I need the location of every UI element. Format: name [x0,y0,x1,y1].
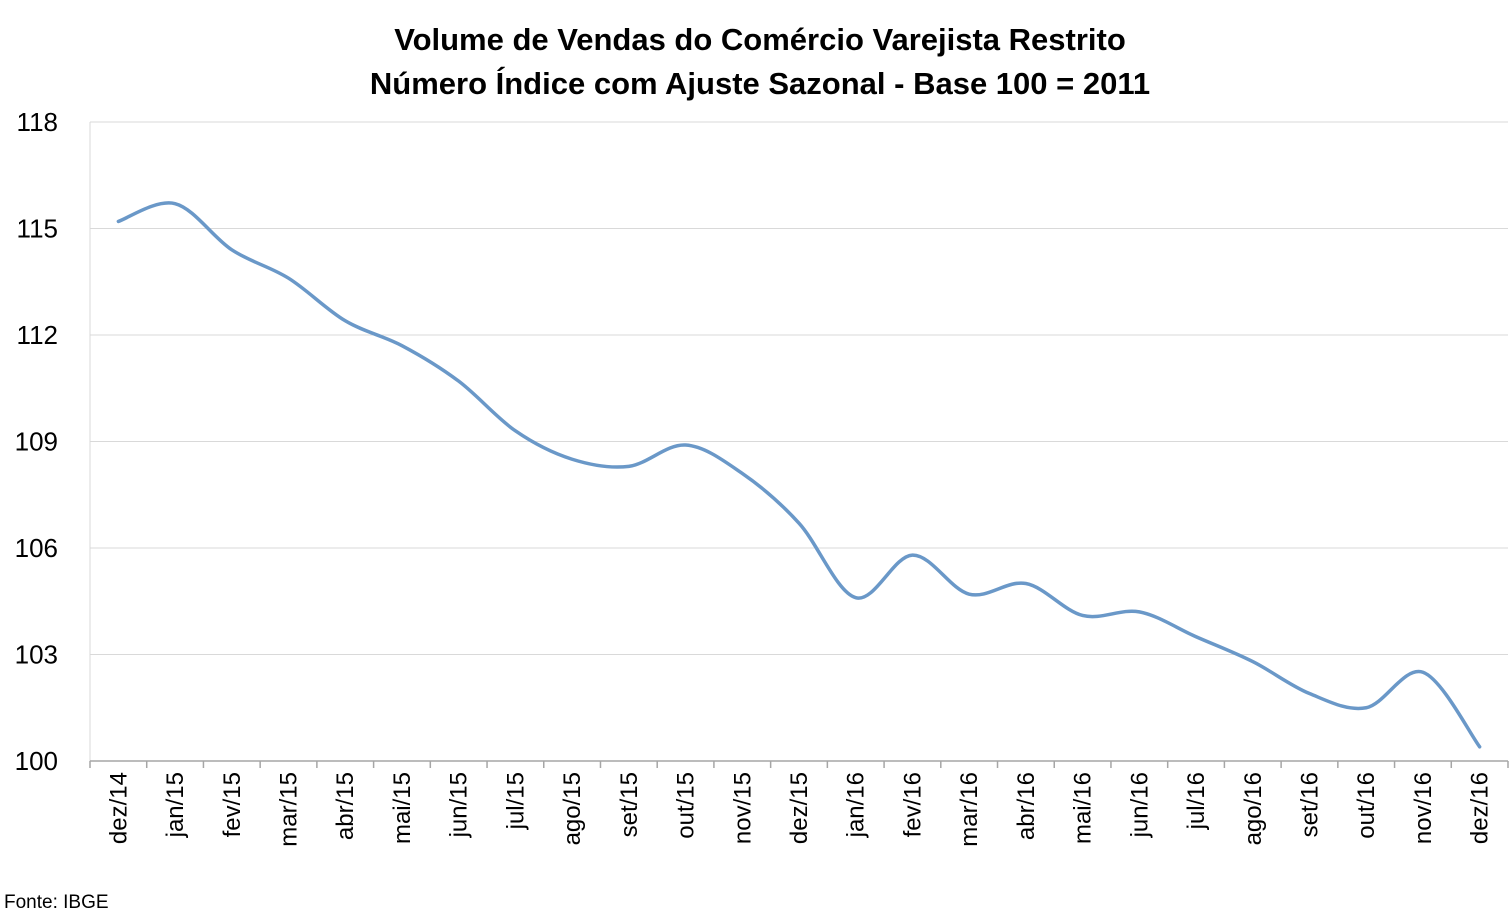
x-tick-label: nov/16 [1410,772,1437,844]
x-tick-label: jun/16 [1126,772,1153,838]
chart-subtitle: Número Índice com Ajuste Sazonal - Base … [369,66,1151,101]
x-tick-label: dez/16 [1467,772,1494,844]
x-tick-label: jan/16 [843,772,870,838]
x-tick-label: nov/15 [729,772,756,844]
y-tick-label: 109 [15,427,58,457]
x-tick-label: jan/15 [162,772,189,838]
x-tick-label: dez/14 [105,772,132,844]
x-tick-label: set/15 [616,772,643,837]
x-tick-label: ago/16 [1240,772,1267,845]
source-note: Fonte: IBGE [4,892,109,913]
x-tick-label: abr/15 [332,772,359,840]
series-group [116,201,1482,749]
x-tick-label: out/16 [1353,772,1380,839]
y-tick-label: 118 [17,107,58,137]
x-tick-label: mai/16 [1070,772,1097,844]
y-tick-label: 106 [15,533,58,563]
series-line [116,201,1482,749]
chart-title: Volume de Vendas do Comércio Varejista R… [394,22,1126,57]
x-tick-label: dez/15 [786,772,813,844]
x-tick-label: out/15 [673,772,700,839]
y-tick-label: 112 [17,320,58,350]
x-tick-label: jul/15 [502,772,529,830]
x-axis [89,760,1509,768]
x-tick-label: jul/16 [1183,772,1210,830]
y-tick-label: 100 [15,746,58,776]
x-tick-label: set/16 [1296,772,1323,837]
y-tick-label: 115 [17,214,58,244]
x-tick-label: fev/15 [219,772,246,837]
x-tick-label: mai/15 [389,772,416,844]
x-tick-label: abr/16 [1013,772,1040,840]
gridlines [89,121,1508,761]
chart-title-block: Volume de Vendas do Comércio Varejista R… [0,18,1512,106]
x-axis-tick-labels: dez/14 jan/15 fev/15 mar/15 abr/15 mai/15 jun/… [105,772,1493,847]
y-axis-tick-labels: 100 103 106 109 112 115 118 [15,107,58,776]
x-tick-label: jun/15 [446,772,473,838]
x-tick-label: mar/15 [276,772,303,847]
y-tick-label: 103 [15,640,58,670]
x-tick-label: mar/16 [956,772,983,847]
x-tick-label: fev/16 [899,772,926,837]
x-tick-label: ago/15 [559,772,586,845]
